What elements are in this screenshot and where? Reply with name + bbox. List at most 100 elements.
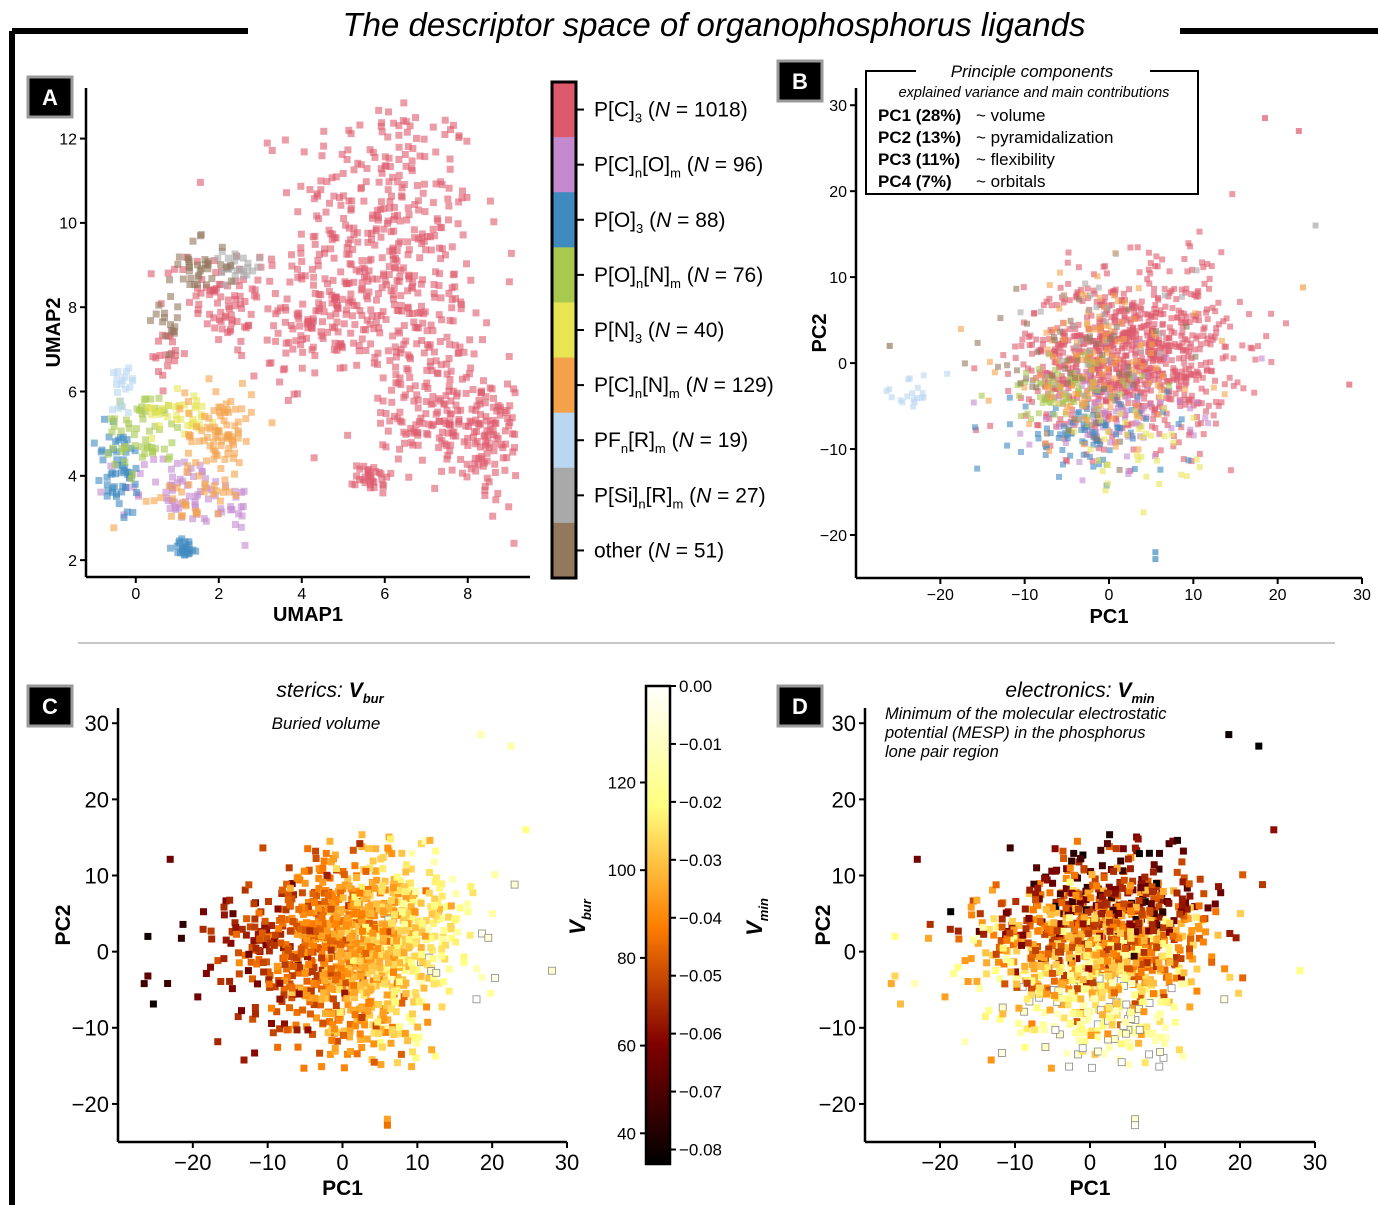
data-point (363, 989, 371, 997)
data-point (330, 192, 338, 200)
data-point (396, 417, 404, 425)
data-point (1067, 452, 1074, 459)
data-point (1181, 386, 1188, 393)
data-point (374, 214, 382, 222)
data-point (159, 455, 167, 463)
data-point (483, 449, 491, 457)
data-point (296, 964, 303, 972)
data-point (148, 443, 156, 451)
data-point (1029, 383, 1036, 390)
data-point (464, 442, 472, 449)
data-point (459, 231, 467, 239)
data-point (268, 261, 276, 269)
data-point (184, 449, 192, 457)
data-point (1093, 405, 1100, 412)
data-point (389, 889, 397, 897)
data-point (407, 903, 415, 911)
data-point (1093, 435, 1100, 442)
data-point (1104, 350, 1110, 357)
data-point (436, 338, 444, 345)
data-point (391, 911, 398, 919)
data-point (234, 429, 242, 437)
data-point (1014, 367, 1020, 374)
data-point (1162, 303, 1169, 310)
data-point (340, 1031, 347, 1039)
data-point (280, 985, 288, 993)
data-point (271, 290, 279, 297)
data-point (365, 267, 373, 275)
data-point (1048, 949, 1056, 957)
data-point (388, 850, 396, 858)
data-point (1198, 385, 1205, 392)
pc-infobox-heading-bg (916, 62, 1150, 80)
data-point (1083, 417, 1090, 423)
data-point (306, 1010, 314, 1018)
data-point (444, 429, 452, 437)
data-point (1085, 959, 1093, 967)
data-point (1200, 332, 1207, 339)
data-point (1179, 847, 1187, 855)
data-point (1203, 340, 1210, 347)
data-point (1041, 1043, 1050, 1051)
data-point (1105, 322, 1112, 329)
data-point (171, 357, 179, 365)
data-point (1144, 386, 1151, 393)
data-point (400, 900, 408, 908)
data-point (1136, 335, 1143, 342)
data-point (178, 488, 186, 496)
data-point (367, 340, 375, 348)
data-point (1036, 366, 1043, 372)
data-point (354, 238, 362, 246)
data-point (1212, 377, 1218, 384)
data-point (1147, 313, 1154, 320)
data-point (401, 966, 409, 974)
data-point (1138, 957, 1146, 965)
data-point (343, 156, 351, 163)
data-point (222, 400, 230, 408)
data-point (1187, 978, 1195, 986)
legend-equals: = (670, 99, 694, 122)
data-point (377, 198, 385, 206)
data-point (1067, 317, 1074, 324)
data-point (403, 216, 411, 224)
data-point (439, 935, 447, 943)
data-point (350, 301, 358, 309)
data-point (140, 980, 148, 988)
data-point (445, 289, 453, 297)
data-point (384, 928, 392, 936)
data-point (1180, 874, 1188, 882)
data-point (1099, 1022, 1107, 1030)
data-point (194, 310, 202, 318)
data-point (133, 425, 140, 433)
data-point (1060, 320, 1067, 327)
legend-equals: = (671, 209, 695, 232)
data-point (156, 352, 164, 359)
data-point (1076, 1021, 1084, 1029)
data-point (1030, 880, 1038, 888)
data-point (155, 422, 163, 430)
data-point (154, 408, 162, 416)
legend-n-symbol: N (679, 429, 695, 452)
data-point (1046, 351, 1053, 358)
data-point (210, 438, 218, 446)
data-point (298, 920, 306, 928)
data-point (1000, 352, 1007, 359)
data-point (224, 329, 232, 337)
data-point (1130, 965, 1138, 973)
data-point (1208, 958, 1216, 966)
data-point (1135, 312, 1142, 319)
data-point (127, 444, 135, 452)
data-point (321, 245, 329, 253)
data-point (1035, 410, 1042, 417)
data-point (382, 965, 390, 973)
data-point (1042, 440, 1049, 447)
data-point (293, 1008, 301, 1016)
data-point (427, 934, 435, 942)
data-point (1148, 935, 1156, 943)
data-point (1099, 351, 1106, 358)
data-point (1183, 347, 1190, 354)
data-point (411, 924, 419, 932)
data-point (125, 424, 133, 432)
data-point (1143, 882, 1151, 890)
legend-mid: [N] (643, 264, 670, 287)
